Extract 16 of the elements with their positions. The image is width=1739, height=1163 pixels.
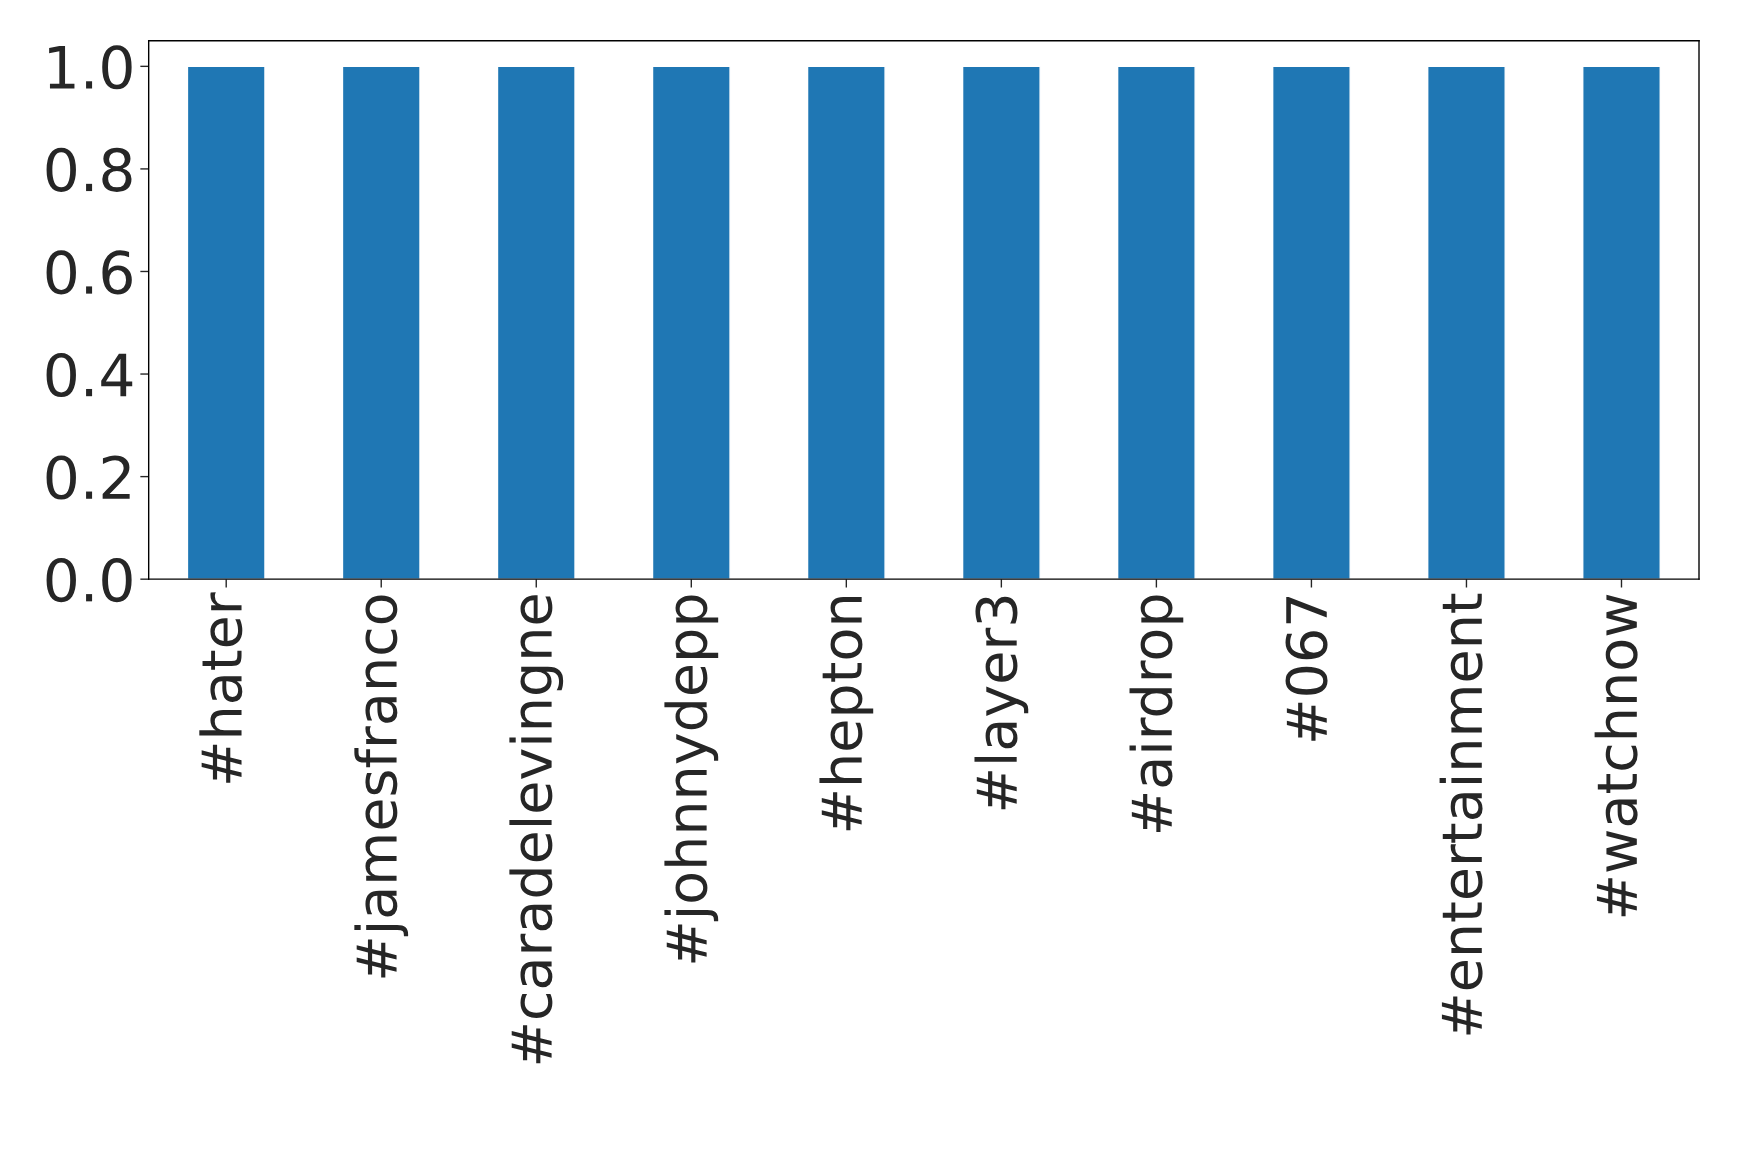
x-tick-label: #hater: [199, 592, 243, 783]
x-tick-label: #hepton: [819, 597, 874, 831]
x-tick-label: #johnnydepp: [664, 595, 719, 963]
y-tick-label: 0.8: [46, 147, 132, 192]
y-tick-label: 0.0: [46, 558, 132, 603]
y-tick-label: 0.2: [46, 455, 130, 500]
x-tick-label: #jamesfranco: [354, 595, 409, 978]
y-tick-label: 1.0: [49, 45, 132, 90]
x-tick-label: #layer3: [974, 596, 1029, 810]
x-tick-label: #067: [1285, 597, 1328, 741]
x-tick-label: #caradelevingne: [509, 595, 564, 1064]
x-tick-label: #airdrop: [1129, 595, 1184, 833]
y-tick-label: 0.4: [46, 352, 133, 398]
y-tick-label: 0.6: [46, 250, 132, 295]
x-tick-label: #entertainment: [1439, 593, 1483, 1035]
x-tick-label: #watchnow: [1594, 594, 1638, 917]
